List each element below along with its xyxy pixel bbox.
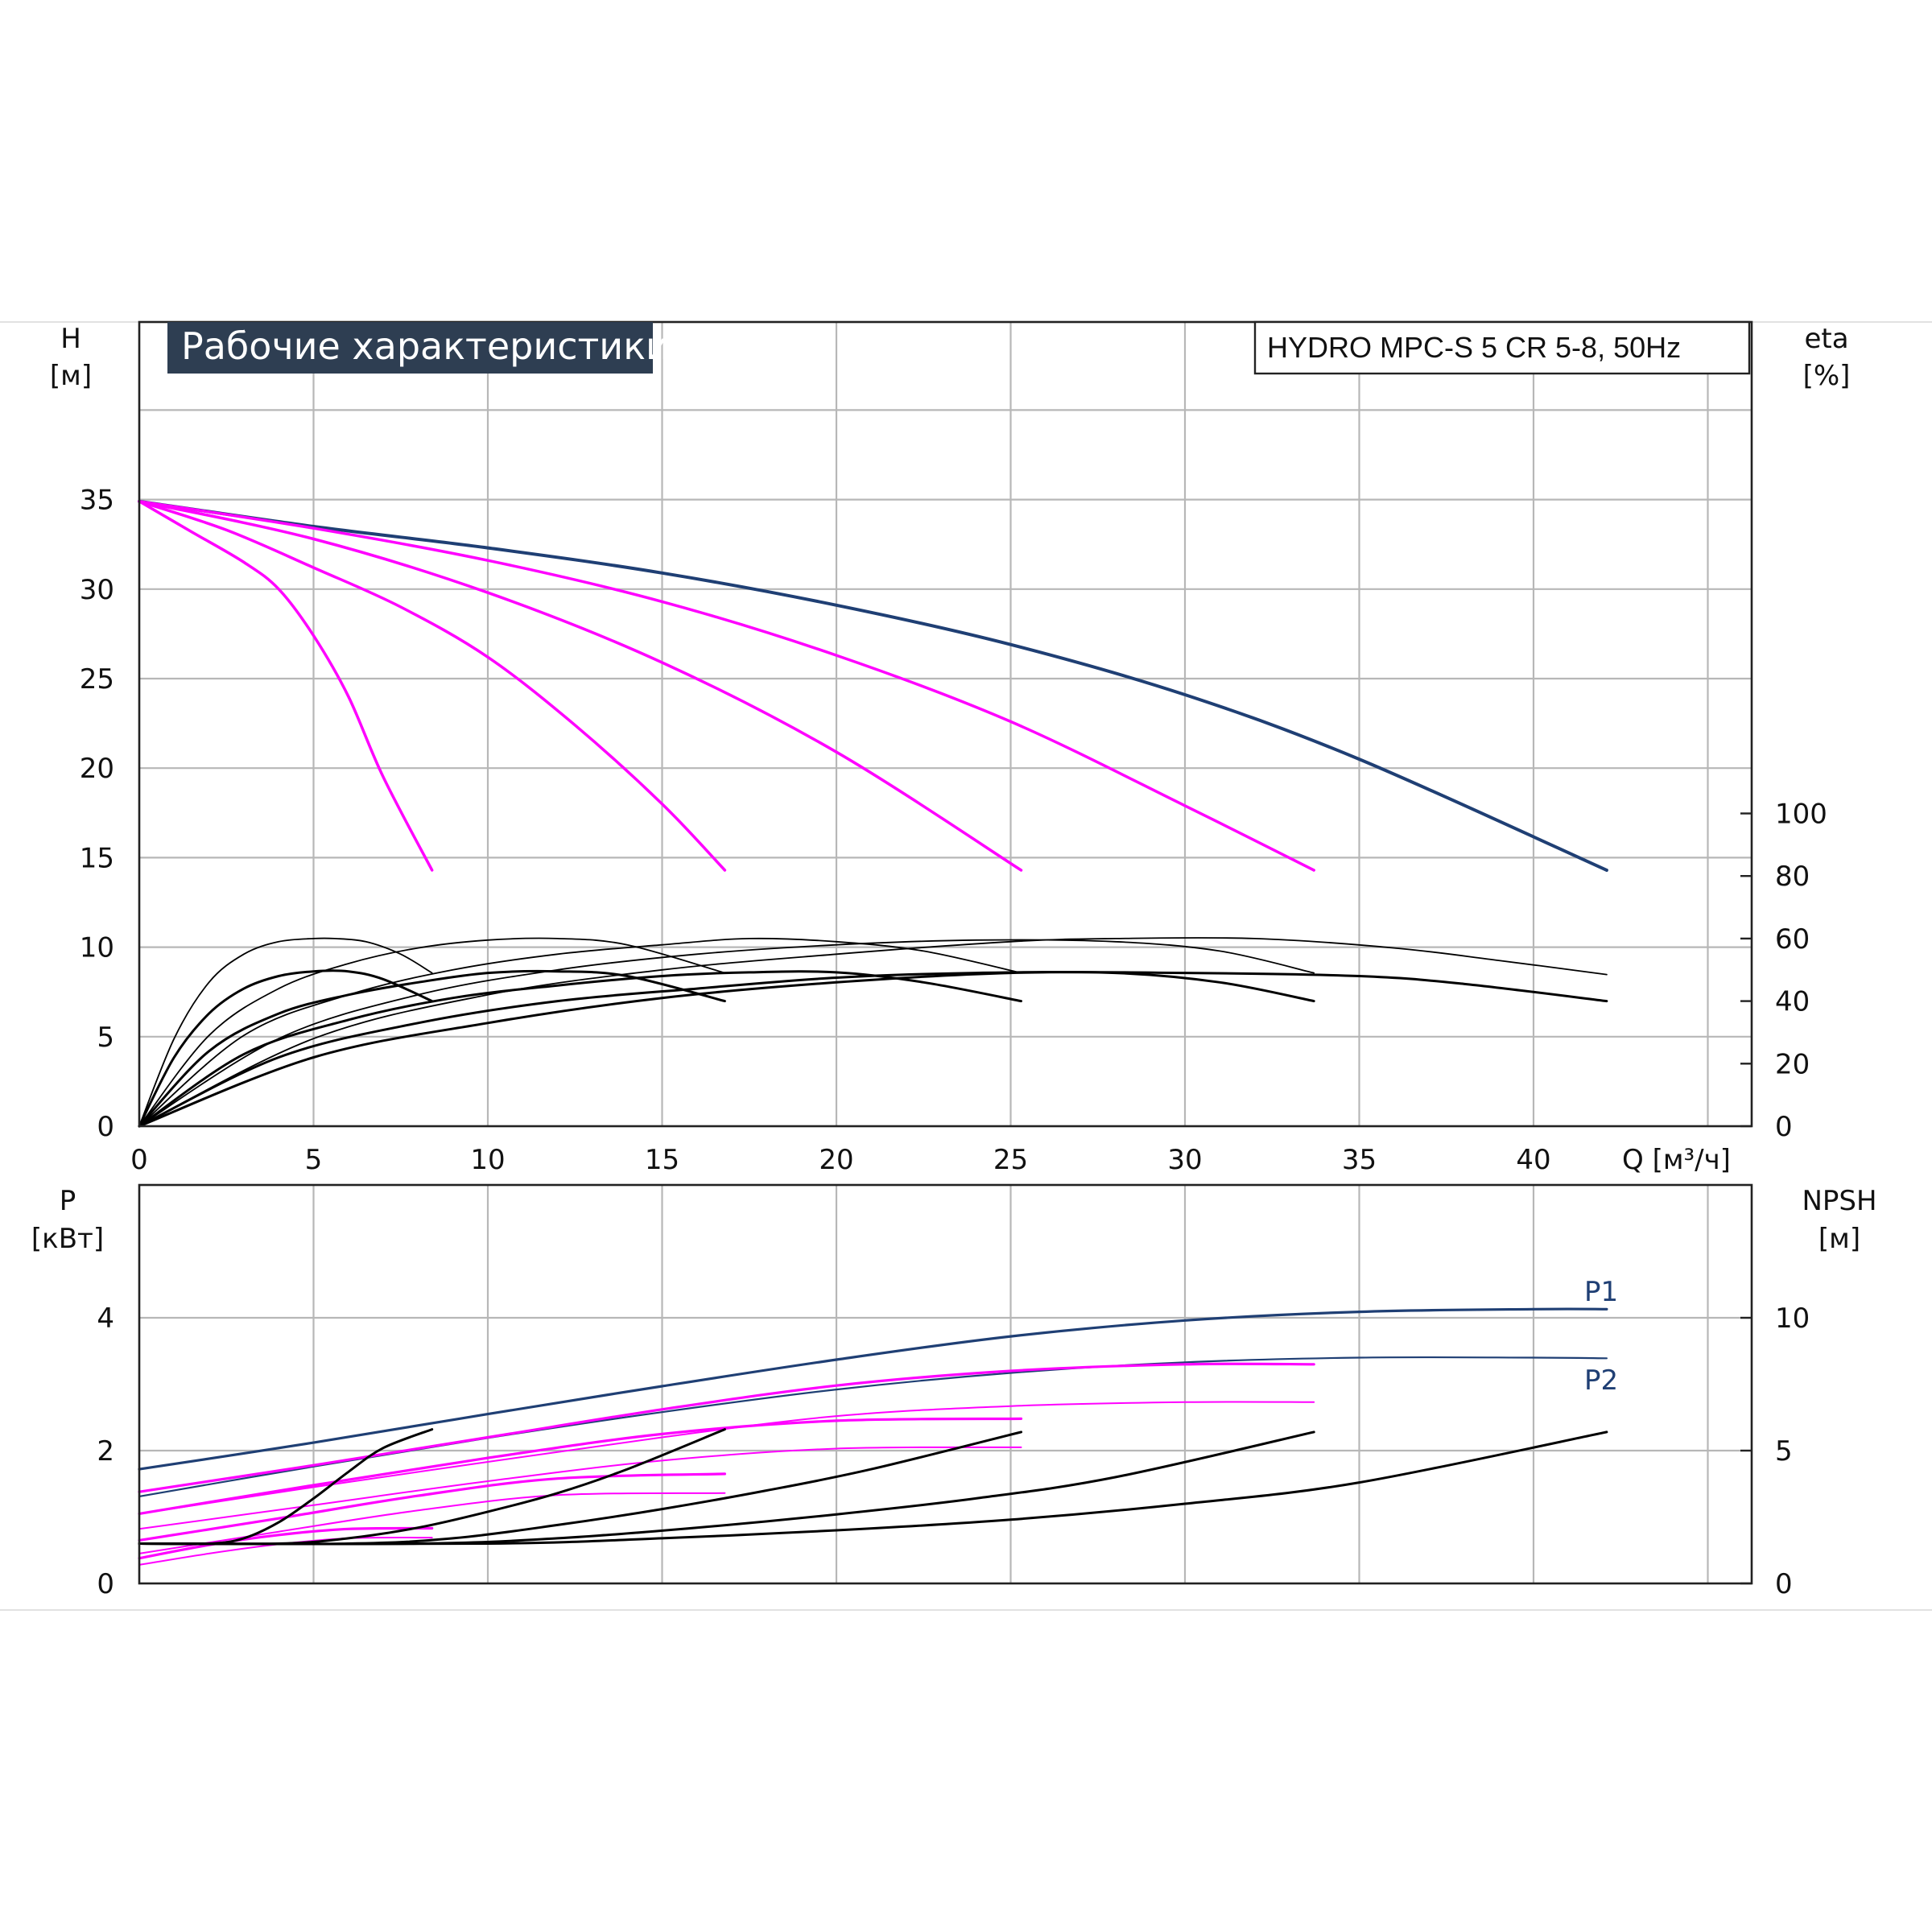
- eta-5-pumps-b-curve: [138, 971, 1608, 1128]
- q-tick-label: 30: [1167, 1144, 1202, 1176]
- top-frame: [138, 320, 1753, 1128]
- p1-curve-label: P1: [1584, 1276, 1618, 1308]
- eta-5-pumps-a-curve: [138, 937, 1608, 1127]
- h-axis-unit: [м]: [50, 360, 92, 392]
- q-tick-label: 10: [470, 1144, 505, 1176]
- npsh-tick-label: 0: [1775, 1568, 1793, 1600]
- NPSH-4-pumps-curve: [138, 1430, 1315, 1546]
- eta-tick-label: 40: [1775, 986, 1810, 1018]
- q-tick-label: 15: [645, 1144, 679, 1176]
- head-efficiency-panel: 0 5 10 15 20 25 30 35 40 0 5 10 15 20 25 30 35 0 20 40 60 80 1…: [50, 320, 1851, 1176]
- eta-tick-label: 80: [1775, 861, 1810, 893]
- q-tick-label: 5: [305, 1144, 323, 1176]
- top-grid: [139, 322, 1752, 1126]
- eta-1-pump-b-curve: [138, 969, 434, 1128]
- bottom-curves: [138, 1307, 1608, 1566]
- eta-4-pumps-b-curve: [138, 971, 1315, 1128]
- q-tick-label: 40: [1516, 1144, 1550, 1176]
- power-npsh-panel: 0 2 4 0 5 10 P [кВт] NPSH [м] P1 P2: [31, 1183, 1877, 1600]
- npsh-axis-label: NPSH: [1802, 1185, 1876, 1217]
- h-tick-label: 5: [97, 1022, 114, 1054]
- h-tick-label: 10: [80, 932, 114, 964]
- eta-axis-unit: [%]: [1803, 360, 1851, 392]
- h-tick-label: 15: [80, 842, 114, 874]
- P1-1-pump-curve: [138, 1526, 434, 1560]
- eta-tick-label: 0: [1775, 1111, 1793, 1143]
- head-1-pump-curve: [138, 500, 434, 872]
- h-tick-label: 0: [97, 1111, 114, 1143]
- eta-3-pumps-b-curve: [138, 970, 1022, 1128]
- eta-tick-label: 100: [1775, 799, 1827, 831]
- h-tick-label: 35: [80, 485, 114, 517]
- p-axis-unit: [кВт]: [31, 1223, 104, 1255]
- title-banner: [167, 322, 653, 374]
- q-axis-label: Q [м³/ч]: [1622, 1144, 1731, 1176]
- P1-5-pumps-curve: [138, 1307, 1608, 1471]
- P2-5-pumps-curve: [138, 1356, 1608, 1497]
- p-tick-label: 0: [97, 1568, 114, 1600]
- NPSH-5-pumps-curve: [138, 1430, 1608, 1546]
- bottom-ticks: 0 2 4 0 5 10: [97, 1302, 1810, 1600]
- p-tick-label: 4: [97, 1302, 114, 1335]
- P2-2-pumps-curve: [138, 1492, 726, 1554]
- eta-1-pump-a-curve: [138, 937, 433, 1127]
- npsh-tick-label: 5: [1775, 1435, 1793, 1468]
- eta-axis-label: eta: [1804, 323, 1848, 355]
- top-curves: [138, 499, 1608, 1128]
- h-tick-label: 20: [80, 753, 114, 785]
- eta-tick-label: 60: [1775, 923, 1810, 956]
- head-3-pumps-curve: [138, 500, 1023, 872]
- chart-title: Рабочие характеристики: [181, 324, 670, 368]
- h-axis-label: H: [60, 323, 81, 355]
- q-tick-label: 25: [993, 1144, 1028, 1176]
- h-tick-label: 30: [80, 574, 114, 606]
- model-box: [1253, 320, 1751, 375]
- head-5-pumps-curve: [138, 499, 1608, 872]
- q-tick-label: 20: [819, 1144, 853, 1176]
- eta-3-pumps-a-curve: [138, 937, 1022, 1127]
- P1-4-pumps-curve: [138, 1362, 1315, 1493]
- head-4-pumps-curve: [138, 500, 1315, 872]
- P1-3-pumps-curve: [138, 1417, 1023, 1515]
- eta-2-pumps-a-curve: [138, 937, 726, 1127]
- q-tick-label: 35: [1342, 1144, 1377, 1176]
- model-label: HYDRO MPC-S 5 CR 5-8, 50Hz: [1267, 331, 1681, 364]
- npsh-tick-label: 10: [1775, 1302, 1810, 1335]
- P1-2-pumps-curve: [138, 1472, 726, 1542]
- eta-tick-label: 20: [1775, 1048, 1810, 1080]
- q-tick-label: 0: [130, 1144, 148, 1176]
- top-ticks: 0 5 10 15 20 25 30 35 40 0 5 10 15 20 25 30 35 0 20 40 60 80 1…: [80, 485, 1827, 1176]
- eta-2-pumps-b-curve: [138, 969, 726, 1128]
- eta-4-pumps-a-curve: [138, 939, 1315, 1127]
- P2-3-pumps-curve: [138, 1446, 1022, 1530]
- p-tick-label: 2: [97, 1435, 114, 1468]
- npsh-axis-unit: [м]: [1818, 1223, 1860, 1255]
- bottom-frame: [138, 1183, 1753, 1585]
- p-axis-label: P: [60, 1185, 76, 1217]
- h-tick-label: 25: [80, 663, 114, 696]
- p2-curve-label: P2: [1584, 1364, 1618, 1397]
- head-2-pumps-curve: [138, 500, 727, 872]
